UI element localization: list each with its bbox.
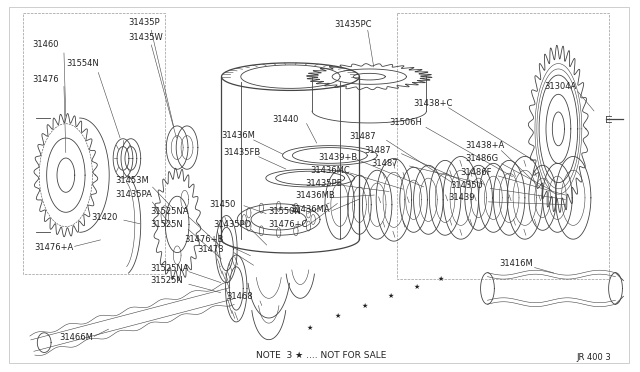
Text: 31435PA: 31435PA <box>115 190 152 199</box>
Text: 31486F: 31486F <box>460 168 492 177</box>
Text: 31550N: 31550N <box>269 207 301 216</box>
Text: 31439+B: 31439+B <box>318 153 357 162</box>
Text: 31416M: 31416M <box>499 259 533 268</box>
Text: 31304A: 31304A <box>545 82 577 91</box>
Bar <box>22 13 165 274</box>
Text: ★: ★ <box>361 303 367 309</box>
Text: 31476+C: 31476+C <box>269 220 308 229</box>
Text: 31468: 31468 <box>227 292 253 301</box>
Text: 31438+A: 31438+A <box>466 141 505 150</box>
Text: 31450: 31450 <box>210 200 236 209</box>
Text: 31466M: 31466M <box>59 333 93 342</box>
Text: 31525N: 31525N <box>150 276 183 285</box>
Text: 31439: 31439 <box>448 193 474 202</box>
Text: 31436MA: 31436MA <box>291 205 330 214</box>
Text: 31486G: 31486G <box>466 154 499 163</box>
Text: 31436MB: 31436MB <box>296 191 335 201</box>
Text: 31476+A: 31476+A <box>35 243 74 251</box>
Text: 31525NA: 31525NA <box>150 264 189 273</box>
Text: ★: ★ <box>307 325 313 331</box>
Text: 31435PC: 31435PC <box>335 20 372 29</box>
Text: JR 400 3: JR 400 3 <box>576 353 611 362</box>
Text: 31506H: 31506H <box>389 118 422 128</box>
Text: 31420: 31420 <box>92 213 118 222</box>
Text: 31476: 31476 <box>33 75 59 84</box>
Text: 31453M: 31453M <box>115 176 149 185</box>
Text: 31476+B: 31476+B <box>184 235 223 244</box>
Text: 31525N: 31525N <box>150 220 183 229</box>
Text: 31435P: 31435P <box>128 18 159 27</box>
Text: NOTE  3 ★ .... NOT FOR SALE: NOTE 3 ★ .... NOT FOR SALE <box>256 351 387 360</box>
Bar <box>397 13 609 279</box>
Text: 31435W: 31435W <box>128 33 163 42</box>
Text: 31438+C: 31438+C <box>413 99 453 108</box>
Text: ★: ★ <box>413 283 420 289</box>
Text: 31525NA: 31525NA <box>150 207 189 216</box>
Text: 31440: 31440 <box>273 115 299 124</box>
Text: 31435U: 31435U <box>450 180 483 189</box>
Text: 31435PD: 31435PD <box>214 220 252 229</box>
Text: 31554N: 31554N <box>66 60 99 68</box>
Text: 31435PE: 31435PE <box>305 179 342 187</box>
Text: 31487: 31487 <box>364 146 391 155</box>
Text: ★: ★ <box>388 294 394 299</box>
Text: 31436M: 31436M <box>221 131 255 140</box>
Text: 31436MC: 31436MC <box>310 166 350 175</box>
Text: 31473: 31473 <box>197 244 223 254</box>
Text: 31487: 31487 <box>371 159 398 168</box>
Text: ★: ★ <box>437 276 444 282</box>
Text: ★: ★ <box>335 313 341 319</box>
Text: 31460: 31460 <box>33 40 59 49</box>
Text: 31487: 31487 <box>349 132 376 141</box>
Text: 31435FB: 31435FB <box>223 148 260 157</box>
